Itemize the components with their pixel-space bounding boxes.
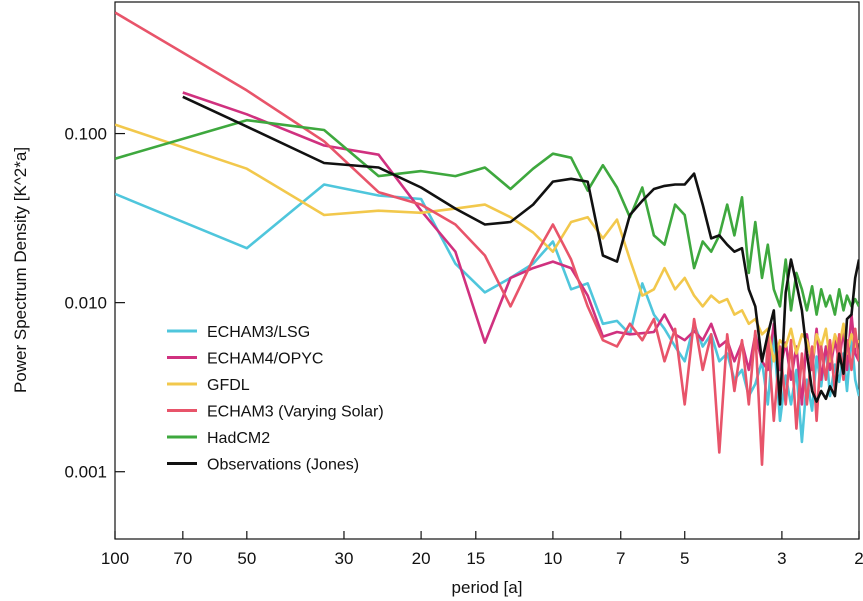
- series-line-6: [182, 95, 859, 406]
- x-axis-title: period [a]: [452, 578, 523, 597]
- series-line-5: [115, 118, 859, 316]
- x-axis-ticks: 100 70 50 30 20 15 10 7 5 3 2: [101, 531, 863, 568]
- y-tick-label: 0.100: [64, 125, 107, 144]
- x-tick-label: 30: [335, 549, 354, 568]
- x-tick-label: 7: [616, 549, 625, 568]
- legend-label: HadCM2: [207, 430, 270, 447]
- x-tick-label: 5: [680, 549, 689, 568]
- series-line-3: [115, 123, 859, 363]
- series-lines: [115, 11, 859, 466]
- plot-frame: [114, 1, 860, 540]
- legend-label: ECHAM3/LSG: [207, 324, 310, 341]
- legend-label: ECHAM4/OPYC: [207, 351, 323, 368]
- y-tick-label: 0.010: [64, 294, 107, 313]
- x-tick-label: 20: [412, 549, 431, 568]
- x-tick-label: 2: [854, 549, 863, 568]
- legend-label: Observations (Jones): [207, 457, 359, 474]
- y-tick-label: 0.001: [64, 463, 107, 482]
- legend-label: ECHAM3 (Varying Solar): [207, 404, 384, 421]
- x-tick-label: 100: [101, 549, 129, 568]
- x-tick-label: 3: [777, 549, 786, 568]
- legend-label: GFDL: [207, 377, 250, 394]
- x-tick-label: 70: [173, 549, 192, 568]
- y-axis-ticks: 0.100 0.010 0.001: [64, 125, 125, 482]
- x-tick-label: 50: [237, 549, 256, 568]
- x-tick-label: 10: [543, 549, 562, 568]
- legend: ECHAM3/LSG ECHAM4/OPYC GFDL ECHAM3 (Varying…: [167, 324, 384, 474]
- series-line-4: [115, 11, 859, 466]
- y-axis-title: Power Spectrum Density [K^2*a]: [11, 147, 30, 393]
- x-tick-label: 15: [466, 549, 485, 568]
- series-line-2: [182, 91, 859, 406]
